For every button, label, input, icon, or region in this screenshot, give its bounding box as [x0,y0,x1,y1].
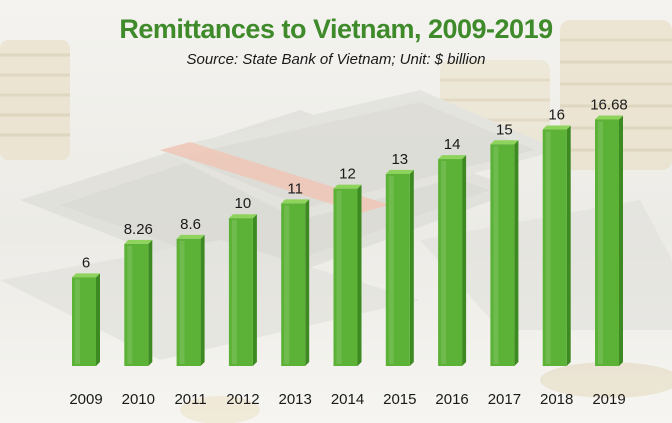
value-label-2017: 15 [496,121,513,138]
value-label-2012: 10 [235,195,252,212]
bar-2012 [228,214,257,366]
value-label-2013: 11 [287,180,303,197]
value-label-2016: 14 [444,136,461,153]
value-label-2015: 13 [391,151,408,168]
x-tick-label-2018: 2018 [540,391,573,408]
bar-2017 [490,140,519,366]
value-label-2014: 12 [339,166,356,183]
x-tick-label-2011: 2011 [174,391,206,408]
x-tick-label-2014: 2014 [331,391,364,408]
bar-2019 [595,115,623,366]
chart-title: Remittances to Vietnam, 2009-2019 [119,14,553,44]
bar-2016 [438,155,467,366]
bar-2013 [281,199,310,366]
x-tick-label-2012: 2012 [226,391,259,408]
x-tick-label-2017: 2017 [488,391,521,408]
bar-2018 [542,125,571,367]
value-label-2018: 16 [548,107,565,124]
bar-2015 [385,169,414,366]
bar-2010 [124,239,153,366]
bars-group [72,115,623,367]
x-tick-label-2016: 2016 [435,391,468,408]
x-tick-label-2019: 2019 [592,391,625,408]
x-tick-label-2015: 2015 [383,391,416,408]
value-label-2019: 16.68 [590,96,628,113]
x-axis-tick-labels: 2009 2010 2011 2012 2013 2014 2015 2016 2017 2018… [69,391,625,408]
bar-2011 [176,234,205,366]
value-label-2011: 8.6 [180,216,201,233]
bar-2009 [72,273,100,366]
value-labels-group: 6 8.26 8.6 10 11 12 13 14 15 16 16.68 [82,96,628,271]
x-tick-label-2009: 2009 [69,391,102,408]
x-tick-label-2013: 2013 [279,391,312,408]
value-label-2010: 8.26 [124,221,153,238]
chart-subtitle: Source: State Bank of Vietnam; Unit: $ b… [186,51,486,68]
value-label-2009: 6 [82,254,90,271]
bar-2014 [333,184,362,366]
x-tick-label-2010: 2010 [122,391,155,408]
